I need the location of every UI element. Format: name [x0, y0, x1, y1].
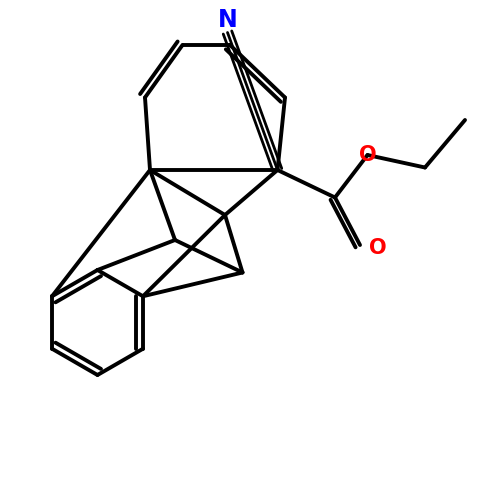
Text: O: O — [368, 238, 386, 258]
Text: N: N — [218, 8, 238, 32]
Text: O: O — [358, 145, 376, 165]
